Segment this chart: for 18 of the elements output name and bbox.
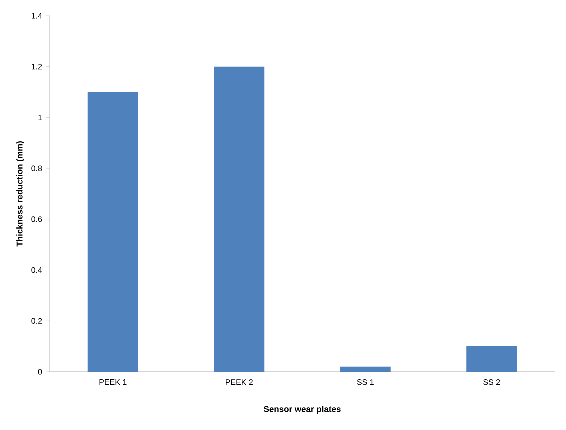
y-tick-label: 0.4 [32,267,42,274]
x-tick-label: SS 2 [484,380,500,386]
x-axis-title: Sensor wear plates [264,406,341,414]
bar [214,66,265,372]
y-tick-label: 1 [38,114,42,120]
y-tick-label: 0.8 [32,166,42,172]
y-tick-label: 1.2 [32,64,42,70]
x-tick-label: PEEK 2 [226,380,253,386]
x-tick-label: SS 1 [357,380,374,386]
bar [466,346,518,372]
bar [340,366,391,372]
bar [88,92,138,372]
y-tick-label: 0.6 [32,216,42,222]
y-tick-label: 0.2 [32,318,42,324]
y-axis-title: Thickness reduction (mm) [16,142,24,247]
y-tick-label: 1.4 [32,13,42,19]
x-tick-label: PEEK 1 [100,380,127,386]
y-tick-label: 0 [38,369,42,375]
